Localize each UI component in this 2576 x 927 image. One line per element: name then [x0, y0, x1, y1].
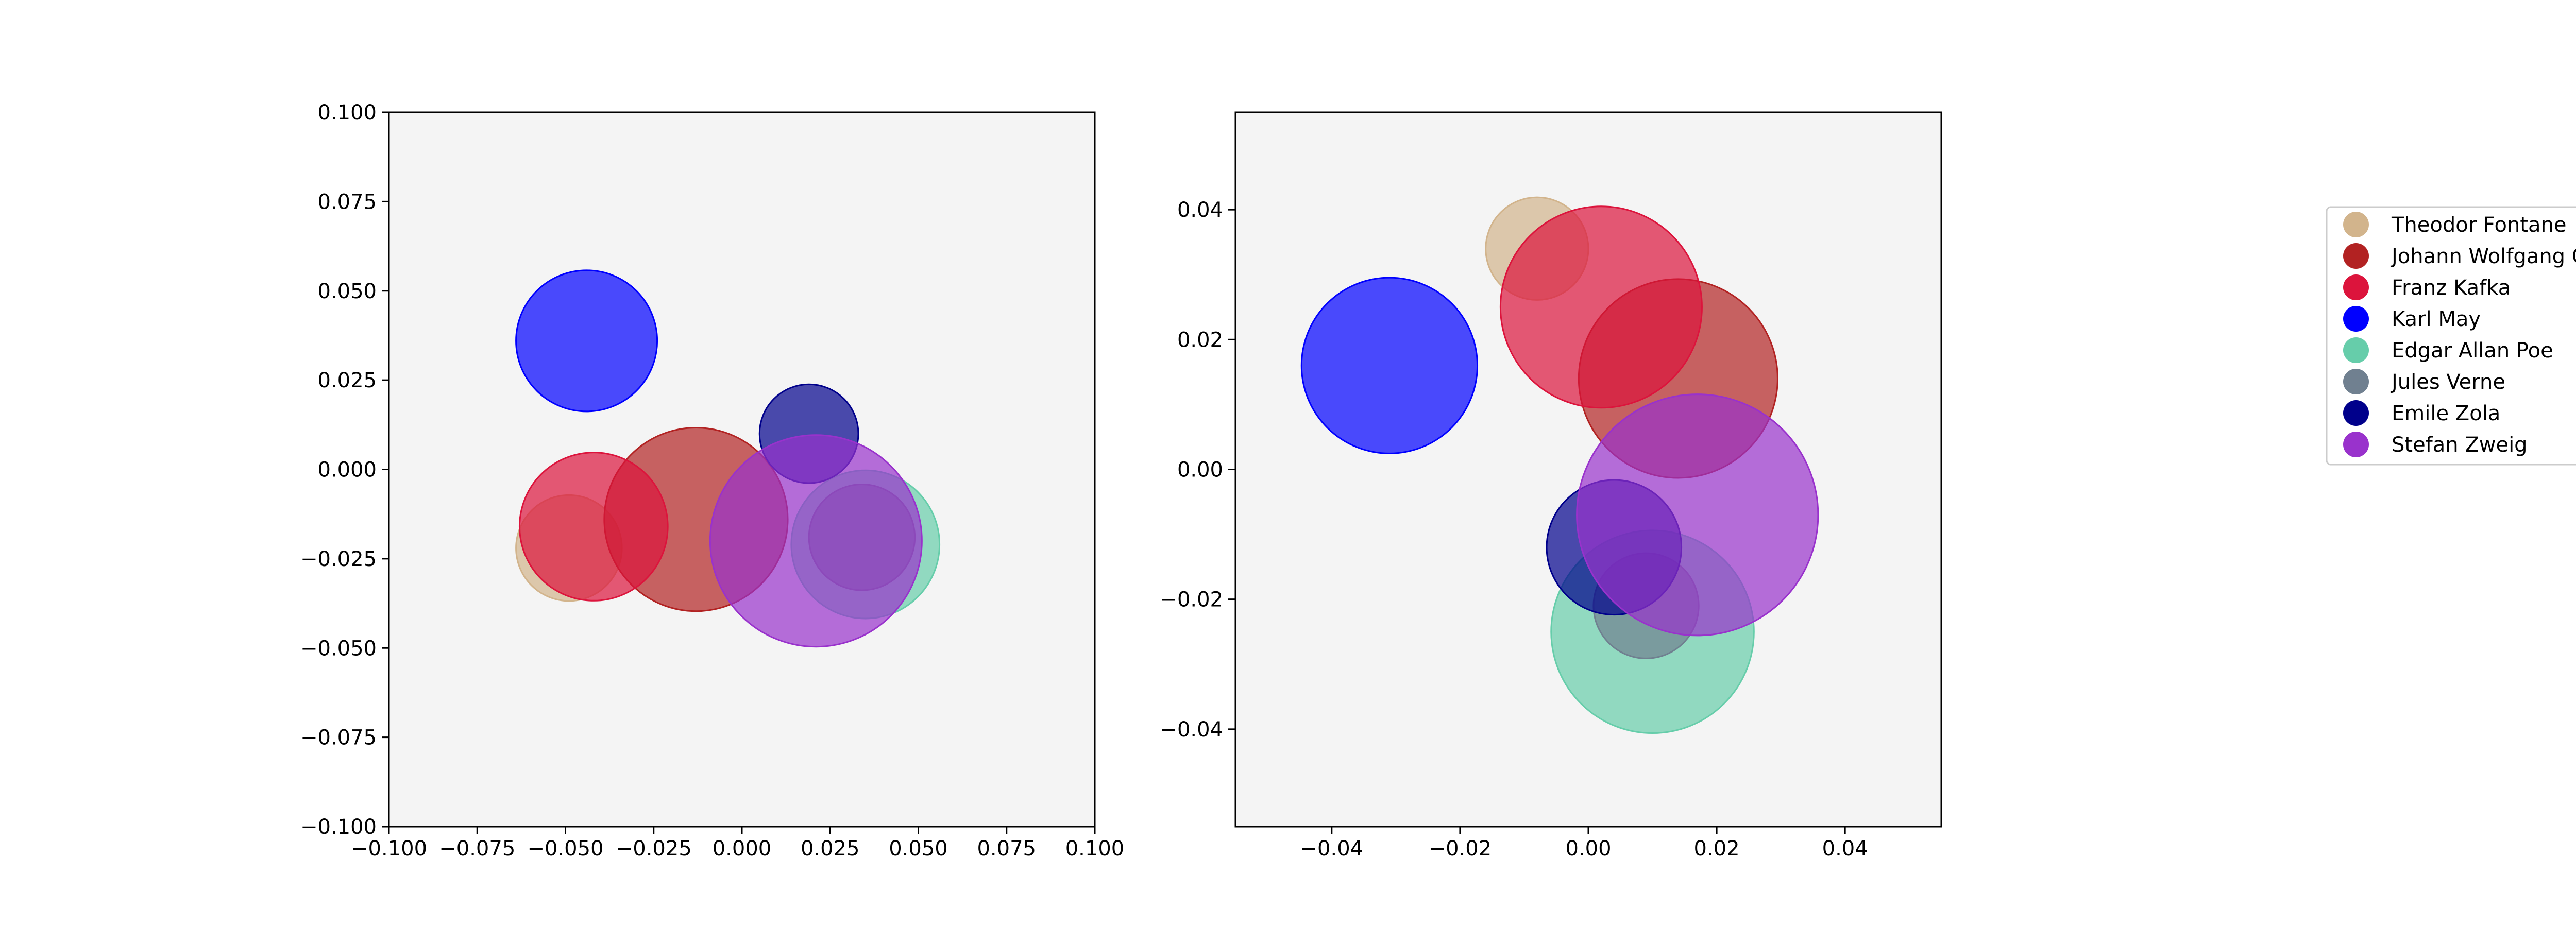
left-bubble-stefan-zweig [709, 434, 923, 648]
left-scatter-panel: −0.100 −0.075 −0.050 −0.025 0.000 0.025 0.050 0… [300, 101, 1124, 861]
left-y-tick-label: −0.100 [300, 815, 377, 839]
left-x-tick-label: 0.025 [801, 837, 860, 861]
legend-label-edgar-allan-poe: Edgar Allan Poe [2392, 339, 2553, 363]
right-bubble-stefan-zweig [1576, 393, 1819, 637]
legend-marker-karl-may [2343, 306, 2369, 332]
left-x-tick-label: −0.025 [616, 837, 692, 861]
right-y-tick-label: −0.04 [1160, 718, 1223, 742]
left-panel-ticks: −0.100 −0.075 −0.050 −0.025 0.000 0.025 0.050 0… [300, 101, 1124, 861]
right-panel-ticks: −0.04 −0.02 0.00 0.02 0.04 −0.04 −0.02 0.00 0.02… [1160, 198, 1868, 861]
left-x-tick-label: −0.075 [439, 837, 515, 861]
left-y-tick-label: 0.050 [317, 280, 377, 303]
left-x-tick-label: 0.050 [889, 837, 948, 861]
legend-marker-theodor-fontane [2343, 212, 2369, 237]
legend-label-jules-verne: Jules Verne [2390, 370, 2505, 394]
left-x-tick-label: 0.100 [1065, 837, 1125, 861]
right-panel-bubbles [1300, 196, 1819, 734]
right-bubble-franz-kafka [1499, 205, 1703, 409]
legend-label-stefan-zweig: Stefan Zweig [2392, 433, 2528, 457]
right-x-tick-label: 0.04 [1822, 837, 1868, 861]
left-x-tick-label: 0.000 [713, 837, 772, 861]
legend-label-theodor-fontane: Theodor Fontane [2391, 213, 2566, 237]
legend-marker-edgar-allan-poe [2343, 337, 2369, 363]
legend-box [2326, 206, 2576, 466]
left-x-tick-label: 0.075 [977, 837, 1036, 861]
left-x-tick-label: −0.050 [527, 837, 603, 861]
legend-label-franz-kafka: Franz Kafka [2392, 276, 2511, 300]
legend-marker-franz-kafka [2343, 274, 2369, 300]
right-x-tick-label: 0.00 [1565, 837, 1611, 861]
right-y-tick-label: 0.04 [1177, 198, 1223, 222]
left-y-tick-label: 0.025 [317, 369, 377, 392]
right-y-tick-label: −0.02 [1160, 588, 1223, 612]
right-bubble-karl-may [1300, 277, 1479, 454]
left-bubble-karl-may [515, 269, 658, 413]
legend-label-emile-zola: Emile Zola [2392, 402, 2500, 425]
legend-entries: Theodor Fontane Johann Wolfgang Goethe Fra… [2343, 212, 2576, 457]
legend-marker-johann-wolfgang-goethe [2343, 243, 2369, 269]
right-x-tick-label: −0.02 [1429, 837, 1492, 861]
legend-marker-jules-verne [2343, 369, 2369, 394]
left-y-tick-label: 0.000 [317, 458, 377, 482]
right-plot-frame [1234, 111, 1942, 828]
left-plot-frame [388, 111, 1096, 828]
left-y-tick-label: 0.100 [317, 101, 377, 125]
right-x-tick-label: −0.04 [1300, 837, 1364, 861]
left-y-tick-label: 0.075 [317, 190, 377, 214]
right-y-tick-label: 0.00 [1177, 458, 1223, 482]
legend-label-johann-wolfgang-goethe: Johann Wolfgang Goethe [2390, 245, 2576, 268]
legend-label-karl-may: Karl May [2392, 307, 2481, 331]
right-y-tick-label: 0.02 [1177, 328, 1223, 352]
left-bubble-franz-kafka [518, 452, 669, 602]
left-panel-bubbles [515, 269, 941, 648]
legend: Theodor Fontane Johann Wolfgang Goethe Fra… [2326, 206, 2576, 466]
right-x-tick-label: 0.02 [1694, 837, 1740, 861]
legend-marker-emile-zola [2343, 400, 2369, 426]
right-scatter-panel: −0.04 −0.02 0.00 0.02 0.04 −0.04 −0.02 0.00 0.02… [1160, 111, 1942, 861]
left-y-tick-label: −0.075 [300, 726, 377, 750]
left-y-tick-label: −0.025 [300, 547, 377, 571]
left-y-tick-label: −0.050 [300, 637, 377, 660]
left-x-tick-label: −0.100 [351, 837, 427, 861]
legend-marker-stefan-zweig [2343, 432, 2369, 457]
